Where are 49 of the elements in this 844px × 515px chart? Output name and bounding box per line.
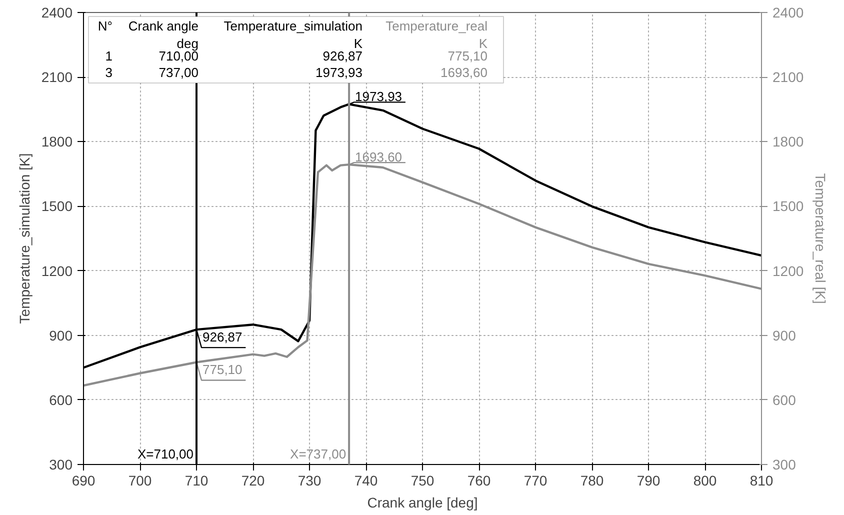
annotation: 926,87 — [202, 330, 242, 345]
x-tick-label: 710 — [184, 472, 208, 488]
y-tick-label: 1500 — [41, 198, 73, 214]
annotation: N° — [98, 18, 113, 34]
y-tick-label: 2100 — [41, 69, 73, 86]
x-tick-label: 740 — [354, 472, 378, 488]
ref-line-label: X=710,00 — [137, 446, 194, 462]
x-axis-title: Crank angle [deg] — [367, 494, 478, 510]
annotation: 1973,93 — [316, 65, 363, 80]
y2-tick-label: 1500 — [772, 198, 804, 214]
annotation: 737,00 — [158, 65, 199, 80]
y2-tick-label: 1200 — [772, 262, 804, 279]
x-tick-label: 700 — [128, 472, 152, 488]
x-tick-label: 760 — [467, 472, 491, 488]
annotation: 775,10 — [448, 48, 488, 64]
annotation: 775,10 — [202, 362, 242, 378]
y-tick-label: 2400 — [41, 4, 73, 20]
annotation: 1 — [105, 48, 113, 64]
annotation: 1693,60 — [355, 150, 402, 165]
x-tick-label: 770 — [524, 472, 548, 488]
annotation: Crank angle deg — [128, 18, 199, 51]
x-tick-label: 720 — [241, 472, 265, 488]
annotation: Temperature_simulation K — [224, 18, 363, 51]
y2-axis-title: Temperature_real [K] — [812, 173, 829, 304]
x-tick-label: 780 — [580, 472, 604, 488]
y-axis-title: Temperature_simulation [K] — [16, 153, 32, 324]
y-tick-label: 1200 — [41, 262, 73, 279]
y2-tick-label: 600 — [772, 392, 796, 408]
x-tick-label: 690 — [72, 472, 96, 488]
y-tick-label: 900 — [49, 327, 73, 344]
y2-tick-label: 900 — [772, 327, 796, 344]
annotation: 1973,93 — [355, 89, 402, 104]
y2-tick-label: 1800 — [772, 134, 804, 150]
x-tick-label: 750 — [410, 472, 434, 488]
ref-line-label: X=737,00 — [290, 446, 346, 462]
x-tick-label: 790 — [636, 472, 660, 488]
y2-tick-label: 2100 — [772, 69, 804, 86]
y-tick-label: 300 — [49, 456, 73, 472]
y-tick-label: 1800 — [41, 134, 73, 150]
annotation: 1693,60 — [440, 65, 488, 80]
x-tick-label: 800 — [693, 472, 717, 488]
annotation: Temperature_real K — [386, 18, 488, 51]
y2-tick-label: 300 — [772, 456, 796, 472]
y2-tick-label: 2400 — [772, 4, 804, 20]
x-tick-label: 810 — [750, 472, 774, 488]
x-tick-label: 730 — [298, 472, 322, 488]
annotation: 3 — [105, 65, 113, 80]
annotation: 926,87 — [322, 48, 363, 64]
y-tick-label: 600 — [49, 392, 73, 408]
